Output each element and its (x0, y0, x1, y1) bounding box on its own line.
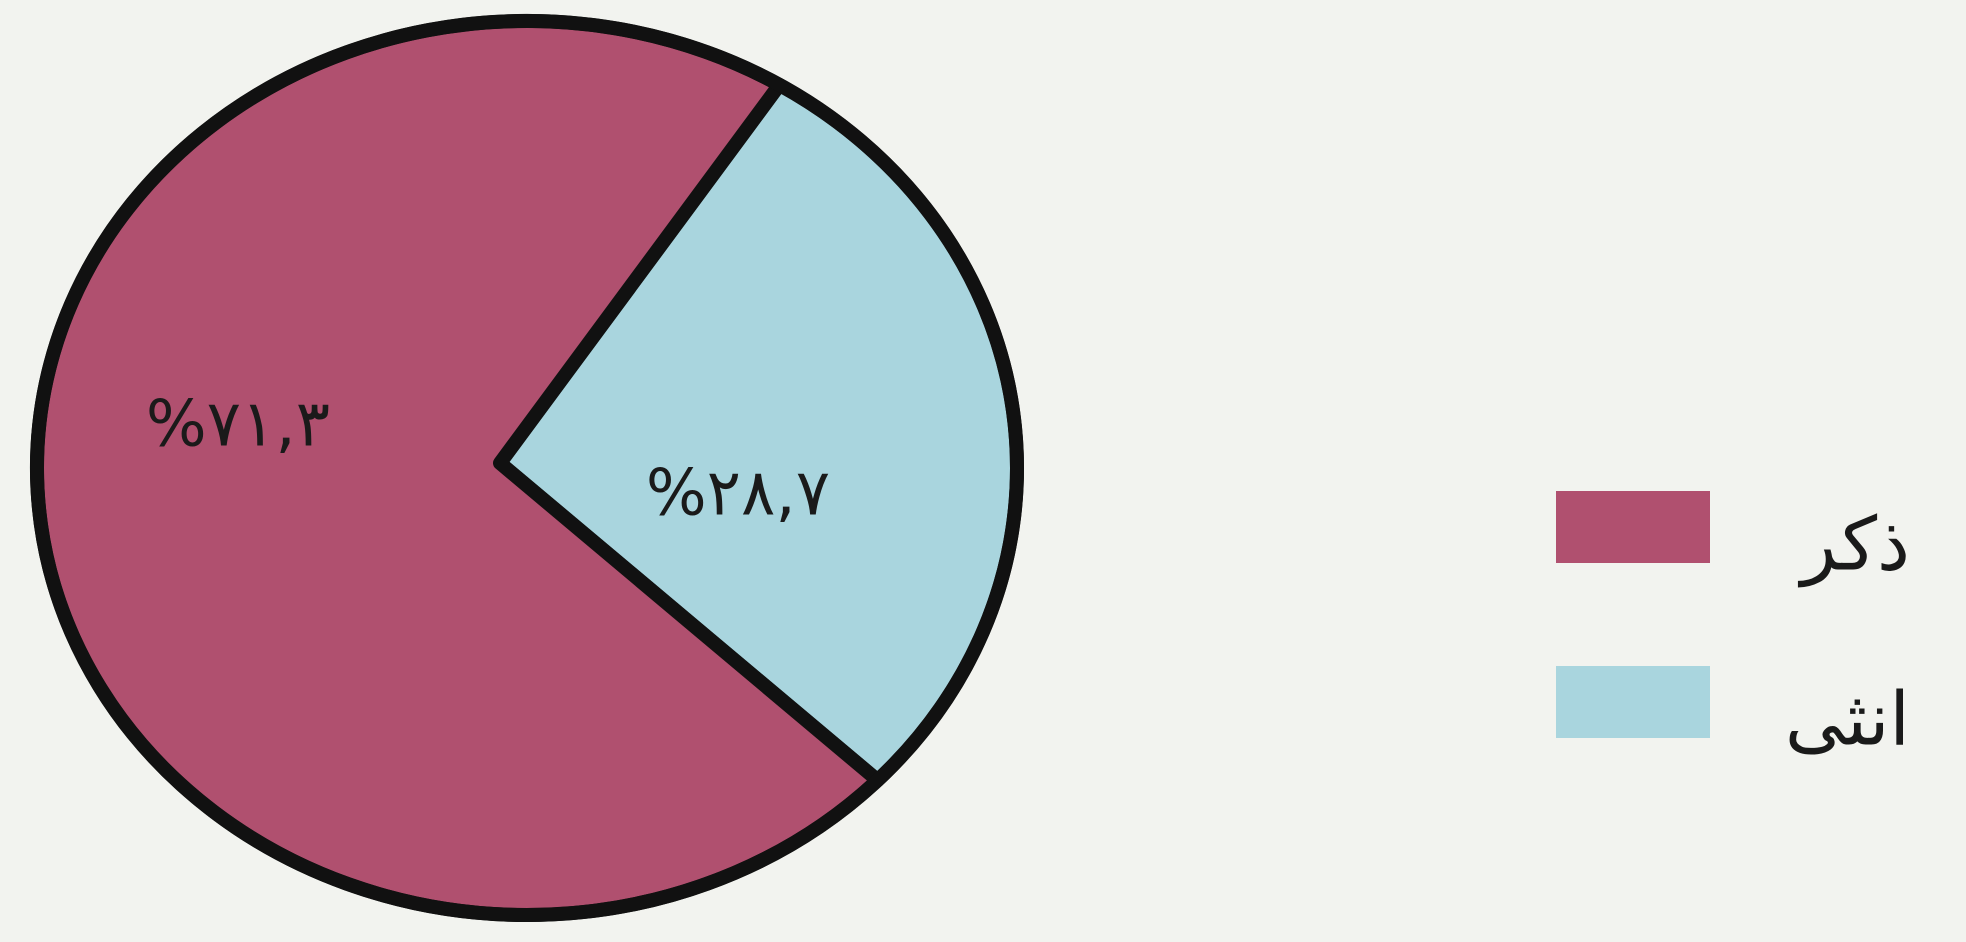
legend-label: ذكر (1797, 502, 1910, 588)
value-label: %٢٨,٧ (646, 457, 830, 531)
legend-swatch (1556, 491, 1710, 563)
value-label: %٧١,٣ (146, 388, 330, 462)
legend-swatch (1556, 666, 1710, 738)
pie-outline (30, 14, 1024, 922)
legend-label: انثى (1785, 677, 1910, 763)
